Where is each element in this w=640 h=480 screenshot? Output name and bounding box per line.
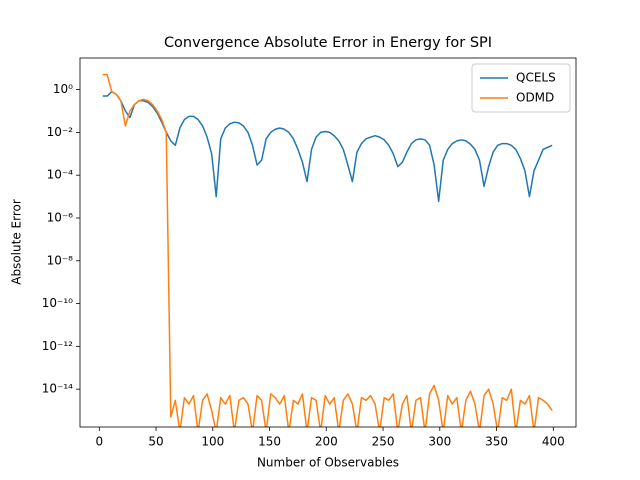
x-tick-label: 300: [428, 435, 451, 449]
plot-lines: [102, 73, 553, 427]
y-axis-label: Absolute Error: [10, 199, 24, 285]
x-tick-label: 200: [315, 435, 338, 449]
x-axis-label: Number of Observables: [257, 456, 399, 470]
y-tick-label: 10⁻¹⁴: [42, 382, 73, 396]
x-tick-label: 250: [372, 435, 395, 449]
x-tick-label: 150: [258, 435, 281, 449]
series-line: [102, 73, 553, 427]
x-tick-label: 50: [148, 435, 163, 449]
x-tick-label: 350: [485, 435, 508, 449]
y-tick-label: 10⁻⁸: [47, 253, 74, 267]
y-tick-label: 10⁰: [53, 82, 73, 96]
x-tick-label: 100: [201, 435, 224, 449]
y-tick-label: 10⁻⁴: [47, 168, 74, 182]
y-tick-label: 10⁻¹⁰: [42, 296, 73, 310]
x-tick-label: 0: [95, 435, 103, 449]
legend-label: ODMD: [516, 91, 554, 105]
axes-frame: [79, 57, 577, 428]
y-tick-label: 10⁻¹²: [42, 339, 73, 353]
y-tick-label: 10⁻²: [47, 125, 74, 139]
legend-box: [471, 63, 571, 113]
chart-title: Convergence Absolute Error in Energy for…: [164, 35, 492, 51]
x-tick-label: 400: [542, 435, 565, 449]
series-line: [102, 90, 553, 203]
y-tick-label: 10⁻⁶: [47, 210, 74, 224]
legend-label: QCELS: [516, 71, 556, 85]
